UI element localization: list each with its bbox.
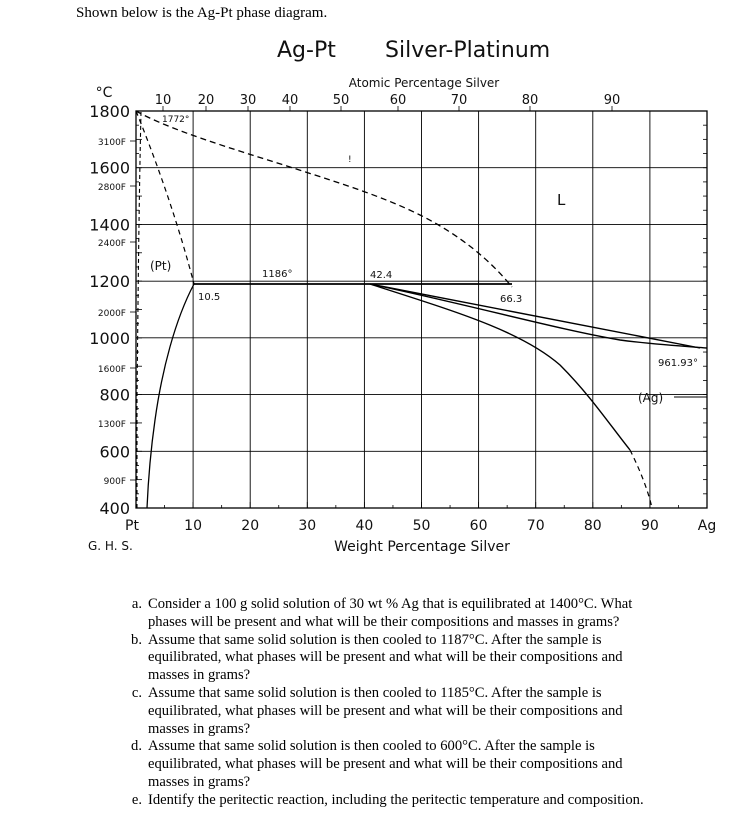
ag-solvus-dashed <box>629 449 653 509</box>
pt-liquidus-dashed <box>135 110 195 285</box>
pt-melting-label: 1772° <box>162 115 189 125</box>
bottom-tick-label: Pt <box>125 518 139 534</box>
ag-phase-label: (Ag) <box>638 391 663 405</box>
question-line: Identify the peritectic reaction, includ… <box>148 791 644 808</box>
celsius-unit: °C <box>96 85 113 101</box>
celsius-tick-label: 1600 <box>89 159 130 178</box>
bottom-tick-label: 10 <box>184 518 202 534</box>
question-item: d. Assume that same solid solution is the… <box>120 738 720 791</box>
bottom-tick-label: 40 <box>355 518 373 534</box>
question-line: equilibrated, what phases will be presen… <box>148 649 623 666</box>
bottom-tick-label: 20 <box>241 518 259 534</box>
diagram-title-left: Ag-Pt <box>277 38 336 63</box>
question-label: b. <box>131 631 142 648</box>
phase-diagram: Ag-Pt Silver-Platinum Atomic Percentage … <box>88 38 716 555</box>
top-tick-label: 50 <box>333 93 350 108</box>
bottom-tick-label: 80 <box>584 518 602 534</box>
ag-solidus <box>369 283 708 349</box>
liquidus-point-label: 66.3 <box>500 294 522 305</box>
bottom-axis-label: Weight Percentage Silver <box>334 539 510 555</box>
small-mark-label: ! <box>348 155 352 165</box>
question-line: Assume that same solid solution is then … <box>148 631 602 648</box>
fahrenheit-tick-label: 3100F <box>98 138 126 148</box>
top-tick-labels: 10 20 30 40 50 60 70 80 90 <box>155 93 621 108</box>
celsius-tick-label: 800 <box>99 386 130 405</box>
question-line: equilibrated, what phases will be presen… <box>148 756 623 773</box>
bottom-tick-labels: Pt 10 20 30 40 50 60 70 80 90 Ag <box>125 518 716 534</box>
top-tick-label: 80 <box>522 93 539 108</box>
celsius-tick-label: 1200 <box>89 272 130 291</box>
celsius-tick-label: 400 <box>99 499 130 518</box>
top-tick-label: 30 <box>240 93 257 108</box>
bottom-tick-label: 60 <box>470 518 488 534</box>
top-tick-label: 10 <box>155 93 172 108</box>
liquidus-curve <box>135 110 513 288</box>
question-line: masses in grams? <box>148 667 251 684</box>
solidus-point-label: 42.4 <box>370 270 392 281</box>
pt-solvus-dashed <box>136 111 142 508</box>
top-tick-label: 40 <box>282 93 299 108</box>
pt-phase-label: (Pt) <box>150 259 171 273</box>
celsius-tick-labels: 1800 1600 1400 1200 1000 800 600 400 <box>89 102 130 518</box>
phase-boundaries <box>135 110 708 509</box>
bottom-tick-label: 90 <box>641 518 659 534</box>
celsius-tick-label: 1000 <box>89 329 130 348</box>
liquid-label: L <box>557 191 566 209</box>
question-item: b. Assume that same solid solution is the… <box>120 632 720 685</box>
celsius-tick-label: 1800 <box>89 102 130 121</box>
question-line: Consider a 100 g solid solution of 30 wt… <box>148 596 633 612</box>
peritectic-temp-label: 1186° <box>262 269 292 280</box>
question-item: c. Assume that same solid solution is the… <box>120 685 720 738</box>
right-ticks <box>703 124 707 495</box>
left-ticks <box>136 124 142 495</box>
fahrenheit-tick-labels: 3100F 2800F 2400F 2000F 1600F 1300F 900F <box>98 138 136 487</box>
question-label: e. <box>131 791 142 808</box>
fahrenheit-tick-label: 2800F <box>98 183 126 193</box>
question-label: a. <box>131 596 142 612</box>
solvus-point-label: 10.5 <box>198 292 220 303</box>
top-ticks <box>162 106 613 111</box>
question-line: phases will be present and what will be … <box>148 613 620 630</box>
ag-melting-label: 961.93° <box>658 358 698 369</box>
bottom-tick-label: 50 <box>413 518 431 534</box>
grid <box>136 111 707 508</box>
ag-solvus <box>369 283 631 451</box>
top-axis-label: Atomic Percentage Silver <box>349 76 500 90</box>
celsius-tick-label: 600 <box>99 442 130 461</box>
top-tick-label: 20 <box>198 93 215 108</box>
question-line: Assume that same solid solution is then … <box>148 684 602 701</box>
fahrenheit-tick-label: 1300F <box>98 420 126 430</box>
top-tick-label: 60 <box>390 93 407 108</box>
fahrenheit-tick-label: 2400F <box>98 239 126 249</box>
intro-text: Shown below is the Ag-Pt phase diagram. <box>76 5 328 21</box>
question-line: masses in grams? <box>148 773 251 790</box>
question-item: a. Consider a 100 g solid solution of 30 … <box>120 596 720 632</box>
question-item: e. Identify the peritectic reaction, incl… <box>120 792 720 810</box>
bottom-tick-label: Ag <box>698 518 716 534</box>
question-line: Assume that same solid solution is then … <box>148 738 595 755</box>
question-line: masses in grams? <box>148 720 251 737</box>
fahrenheit-tick-label: 1600F <box>98 365 126 375</box>
top-tick-label: 70 <box>451 93 468 108</box>
pt-solvus <box>146 283 195 509</box>
top-tick-label: 90 <box>604 93 621 108</box>
question-label: d. <box>131 738 142 755</box>
diagram-title-right: Silver-Platinum <box>385 38 550 63</box>
fahrenheit-tick-label: 900F <box>104 477 126 487</box>
bottom-tick-label: 30 <box>298 518 316 534</box>
fahrenheit-tick-label: 2000F <box>98 309 126 319</box>
question-list: a. Consider a 100 g solid solution of 30 … <box>120 596 720 810</box>
ag-liquidus <box>369 283 701 349</box>
celsius-tick-label: 1400 <box>89 215 130 234</box>
bottom-tick-label: 70 <box>527 518 545 534</box>
credit-text: G. H. S. <box>88 539 133 553</box>
question-line: equilibrated, what phases will be presen… <box>148 702 623 719</box>
bottom-minor-ticks <box>164 502 679 508</box>
question-label: c. <box>131 684 142 701</box>
